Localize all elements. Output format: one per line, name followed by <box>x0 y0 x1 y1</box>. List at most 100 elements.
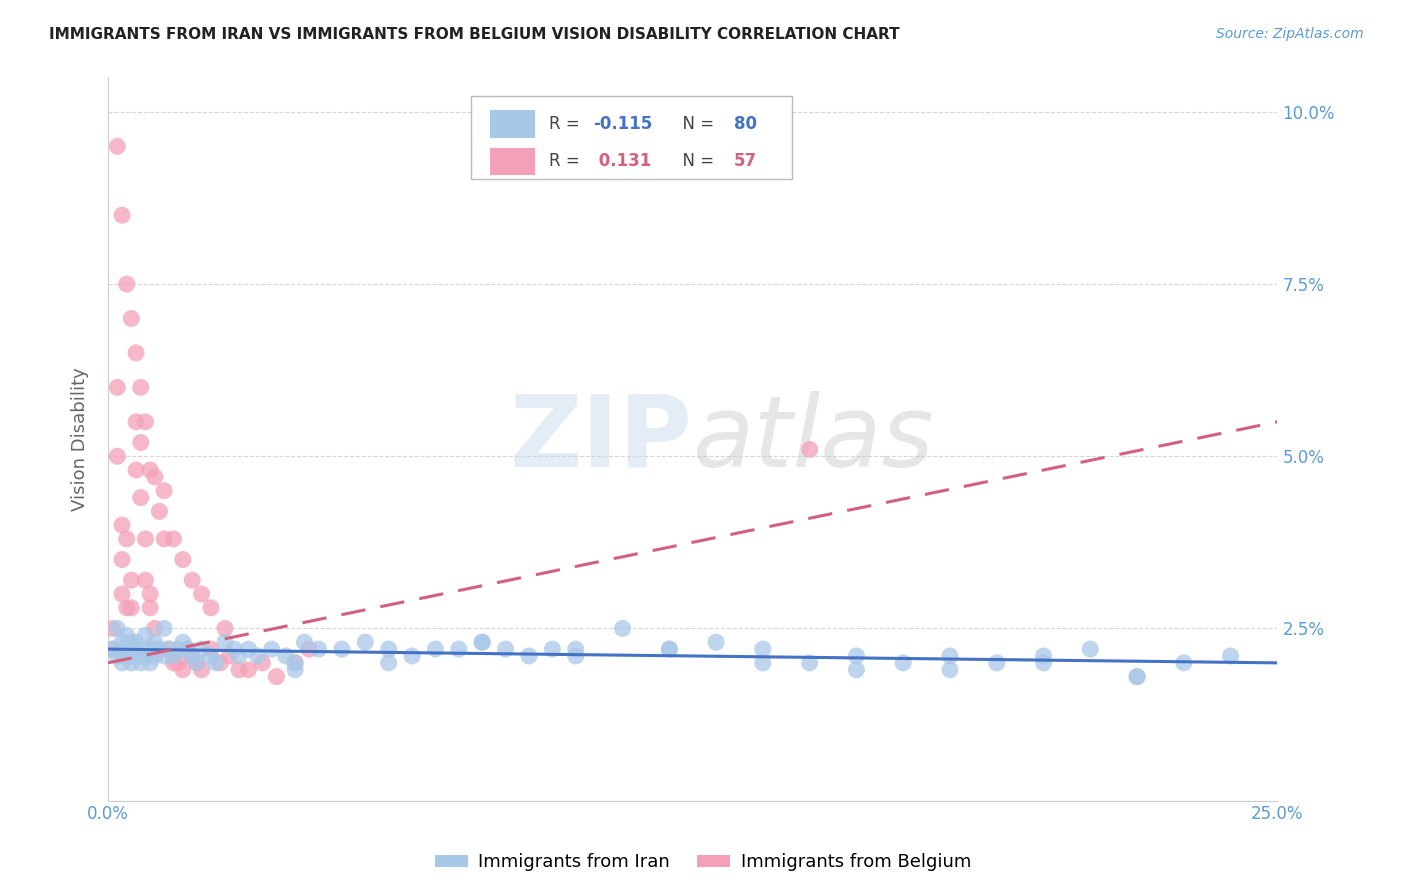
Point <box>266 670 288 684</box>
Point <box>252 656 274 670</box>
Point <box>143 642 166 657</box>
Point <box>115 628 138 642</box>
Point <box>209 656 232 670</box>
Point <box>612 622 634 636</box>
Point <box>129 491 152 505</box>
Text: IMMIGRANTS FROM IRAN VS IMMIGRANTS FROM BELGIUM VISION DISABILITY CORRELATION CH: IMMIGRANTS FROM IRAN VS IMMIGRANTS FROM … <box>49 27 900 42</box>
Point <box>105 449 128 463</box>
Point <box>153 648 176 663</box>
Point <box>172 663 194 677</box>
Point <box>167 642 190 657</box>
Point <box>120 635 142 649</box>
Text: 57: 57 <box>734 153 756 170</box>
Point <box>228 663 250 677</box>
Point <box>204 656 226 670</box>
Bar <box>491 111 534 138</box>
Point <box>148 642 170 657</box>
Point <box>1078 642 1101 657</box>
Point <box>238 642 260 657</box>
Point <box>186 656 208 670</box>
Point <box>148 504 170 518</box>
Point <box>167 656 190 670</box>
Point <box>120 656 142 670</box>
Legend: Immigrants from Iran, Immigrants from Belgium: Immigrants from Iran, Immigrants from Be… <box>427 847 979 879</box>
Point <box>1032 648 1054 663</box>
Point <box>153 532 176 546</box>
Point <box>845 648 868 663</box>
Point <box>134 628 156 642</box>
Point <box>1032 656 1054 670</box>
Text: -0.115: -0.115 <box>593 115 652 133</box>
Point <box>517 648 540 663</box>
Point <box>176 642 198 657</box>
Point <box>181 648 204 663</box>
Text: R =: R = <box>548 115 585 133</box>
Point <box>214 622 236 636</box>
Text: Source: ZipAtlas.com: Source: ZipAtlas.com <box>1216 27 1364 41</box>
Point <box>176 642 198 657</box>
Point <box>541 642 564 657</box>
Text: N =: N = <box>672 153 718 170</box>
Point <box>377 656 399 670</box>
Text: N =: N = <box>672 115 718 133</box>
Point <box>162 656 184 670</box>
Point <box>447 642 470 657</box>
Point <box>658 642 681 657</box>
Point <box>1126 670 1149 684</box>
Point <box>238 663 260 677</box>
Point <box>939 648 962 663</box>
Point <box>115 600 138 615</box>
Point <box>143 622 166 636</box>
Point <box>181 648 204 663</box>
Point <box>181 573 204 587</box>
Point <box>115 648 138 663</box>
Point <box>298 642 321 657</box>
Point <box>139 600 162 615</box>
Point <box>111 635 134 649</box>
Point <box>1173 656 1195 670</box>
Point <box>139 463 162 477</box>
Point <box>162 532 184 546</box>
Point <box>891 656 914 670</box>
Point <box>129 380 152 394</box>
Point <box>157 642 180 657</box>
Point <box>143 470 166 484</box>
Point <box>172 635 194 649</box>
Point <box>125 346 148 360</box>
Point <box>101 642 124 657</box>
Point <box>129 656 152 670</box>
Point <box>143 635 166 649</box>
Point <box>115 642 138 657</box>
Point <box>224 642 246 657</box>
Point <box>200 642 222 657</box>
Point <box>125 415 148 429</box>
Point <box>125 635 148 649</box>
Point <box>845 663 868 677</box>
Point <box>125 463 148 477</box>
Point <box>228 648 250 663</box>
Text: atlas: atlas <box>693 391 935 488</box>
Text: 0.131: 0.131 <box>593 153 651 170</box>
Point <box>111 642 134 657</box>
Point <box>308 642 330 657</box>
Point <box>752 642 775 657</box>
Point <box>120 573 142 587</box>
Y-axis label: Vision Disability: Vision Disability <box>72 368 89 511</box>
Point <box>1219 648 1241 663</box>
Point <box>157 642 180 657</box>
Point <box>186 656 208 670</box>
Point <box>284 656 307 670</box>
Point <box>1126 670 1149 684</box>
Point <box>111 208 134 222</box>
Point <box>139 656 162 670</box>
Point <box>752 656 775 670</box>
Point <box>134 415 156 429</box>
Point <box>986 656 1008 670</box>
Point <box>799 656 821 670</box>
Point <box>190 663 212 677</box>
Point <box>129 642 152 657</box>
Point <box>246 648 269 663</box>
Point <box>564 642 586 657</box>
Point <box>330 642 353 657</box>
Point <box>218 648 240 663</box>
